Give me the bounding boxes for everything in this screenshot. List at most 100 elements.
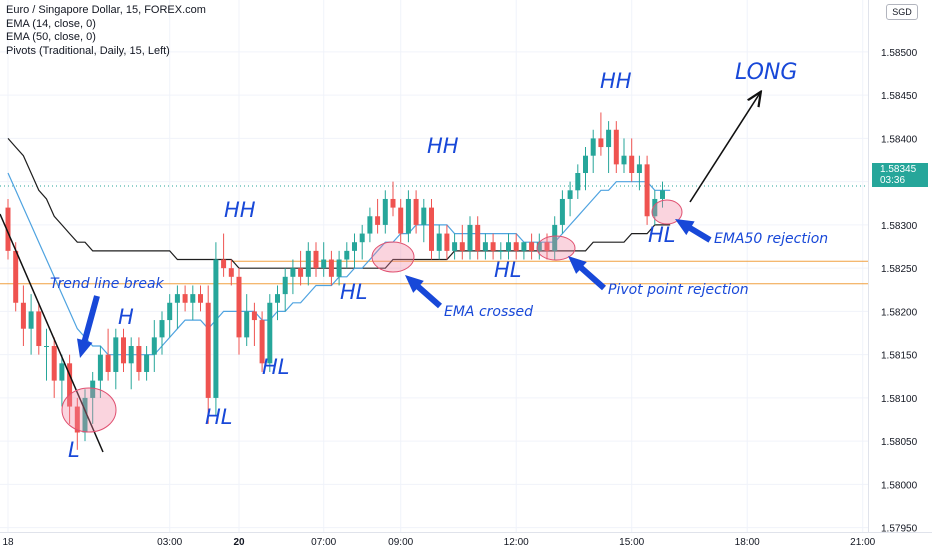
annotation-hh-2: HH xyxy=(427,134,459,158)
candles xyxy=(5,112,665,450)
candle-body xyxy=(436,233,442,251)
y-tick-label: 1.58150 xyxy=(881,351,918,362)
candle-body xyxy=(144,354,150,372)
candle-body xyxy=(567,190,573,199)
candle-body xyxy=(105,354,111,372)
arrow-ema50-rejection xyxy=(675,219,712,243)
candle-body xyxy=(67,363,73,407)
candle-body xyxy=(606,129,612,148)
candle-body xyxy=(244,311,250,338)
candle-body xyxy=(90,380,96,398)
candle-body xyxy=(575,173,581,191)
x-tick-label: 18 xyxy=(2,537,14,548)
y-tick-label: 1.57950 xyxy=(881,524,918,535)
annotation-l: L xyxy=(68,438,80,462)
y-tick-label: 1.58450 xyxy=(881,91,918,102)
last-price-countdown: 03:36 xyxy=(880,175,906,186)
candle-body xyxy=(660,190,665,199)
candle-body xyxy=(13,250,19,303)
candle-body xyxy=(629,155,635,174)
annotation-hh-1: HH xyxy=(224,198,256,222)
candle-body xyxy=(151,337,157,355)
annotation-long: LONG xyxy=(735,60,798,85)
legend-ema14[interactable]: EMA (14, close, 0) xyxy=(6,17,96,30)
candle-body xyxy=(467,224,473,251)
candle-body xyxy=(336,259,342,277)
candle-body xyxy=(228,268,234,277)
candle-body xyxy=(536,242,542,251)
x-tick-label: 12:00 xyxy=(504,537,529,548)
candle-body xyxy=(405,198,411,234)
x-tick-label: 21:00 xyxy=(850,537,875,548)
x-tick-label: 03:00 xyxy=(157,537,182,548)
candle-body xyxy=(644,164,650,217)
annotation-hl-1: HL xyxy=(205,405,233,429)
y-tick-label: 1.58300 xyxy=(881,221,918,232)
candle-body xyxy=(113,337,119,372)
candle-body xyxy=(221,259,227,269)
y-tick-label: 1.58250 xyxy=(881,264,918,275)
trend-line xyxy=(0,213,104,453)
candle-body xyxy=(636,164,642,174)
candle-body xyxy=(328,259,334,277)
candle-body xyxy=(621,155,627,165)
last-price-tag: 1.58345 03:36 xyxy=(872,163,928,187)
annotation-ema-crossed: EMA crossed xyxy=(444,304,534,320)
annotation-hl-2: HL xyxy=(262,355,290,379)
candle-body xyxy=(74,406,80,433)
annotation-h: H xyxy=(118,305,134,329)
candle-body xyxy=(313,250,319,269)
candle-body xyxy=(20,302,26,329)
candle-body xyxy=(59,363,65,381)
highlight-ema-cross xyxy=(371,241,415,273)
x-tick-label: 07:00 xyxy=(311,537,336,548)
highlight-low xyxy=(61,387,117,433)
candle-body xyxy=(552,224,558,251)
candle-body xyxy=(121,337,126,364)
candle-body xyxy=(352,242,357,251)
candle-body xyxy=(421,207,427,225)
candle-body xyxy=(213,259,219,398)
legend-symbol[interactable]: Euro / Singapore Dollar, 15, FOREX.com xyxy=(6,4,206,16)
legend-pivots[interactable]: Pivots (Traditional, Daily, 15, Left) xyxy=(6,44,170,57)
candle-body xyxy=(167,302,173,321)
y-tick-label: 1.58400 xyxy=(881,134,918,145)
y-tick-label: 1.58000 xyxy=(881,480,918,491)
candle-body xyxy=(259,320,265,364)
candle-body xyxy=(506,242,511,251)
arrow-trend-break xyxy=(77,295,100,358)
currency-badge[interactable]: SGD xyxy=(886,4,918,20)
drawings xyxy=(0,93,760,453)
candle-body xyxy=(282,276,288,295)
candle-body xyxy=(521,242,527,251)
legend-ema50[interactable]: EMA (50, close, 0) xyxy=(6,31,96,43)
candle-body xyxy=(267,302,273,364)
candle-body xyxy=(36,311,42,347)
candle-body xyxy=(190,294,196,303)
candle-body xyxy=(321,259,327,269)
candle-body xyxy=(475,224,481,251)
candle-body xyxy=(490,242,496,251)
annotation-ema50-rejection: EMA50 rejection xyxy=(714,231,829,247)
candle-body xyxy=(452,242,458,251)
y-tick-label: 1.58500 xyxy=(881,48,918,59)
candle-body xyxy=(128,346,134,364)
candle-body xyxy=(182,294,188,303)
x-tick-label: 15:00 xyxy=(619,537,644,548)
x-tick-label: 20 xyxy=(233,537,245,548)
candle-body xyxy=(459,242,465,251)
candle-body xyxy=(44,346,49,348)
candle-body xyxy=(97,354,103,381)
candle-body xyxy=(529,242,535,251)
candle-body xyxy=(382,198,388,225)
arrow-pivot-rejection xyxy=(568,256,606,291)
candle-body xyxy=(598,138,604,148)
candle-body xyxy=(174,294,180,303)
candle-body xyxy=(305,250,311,277)
candle-body xyxy=(198,294,203,303)
candle-body xyxy=(413,198,419,225)
candle-body xyxy=(159,320,165,338)
candle-body xyxy=(590,138,596,156)
candle-body xyxy=(375,216,381,225)
